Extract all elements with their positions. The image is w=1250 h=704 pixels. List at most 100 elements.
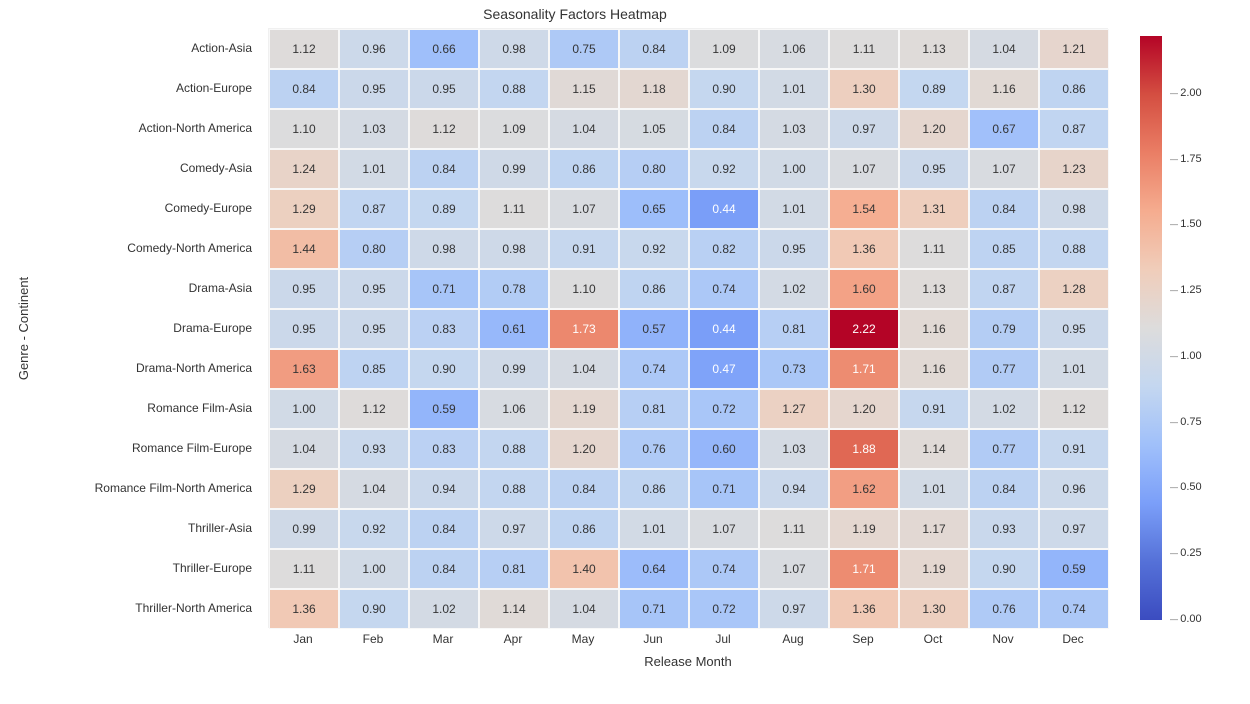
heatmap-cell: 0.95 [1039, 309, 1109, 349]
heatmap-cell: 0.83 [409, 309, 479, 349]
heatmap-cell: 1.13 [899, 269, 969, 309]
heatmap-cell: 1.88 [829, 429, 899, 469]
heatmap-cell: 1.01 [1039, 349, 1109, 389]
y-tick-label: Thriller-Europe [0, 548, 262, 588]
x-tick-label: May [548, 632, 618, 652]
heatmap-cell: 0.90 [339, 589, 409, 629]
heatmap-cell: 0.91 [1039, 429, 1109, 469]
heatmap-cell: 1.01 [759, 69, 829, 109]
heatmap-cell: 0.86 [619, 469, 689, 509]
heatmap-cell: 1.11 [759, 509, 829, 549]
heatmap-cell: 1.07 [549, 189, 619, 229]
heatmap-cell: 0.95 [269, 309, 339, 349]
heatmap-cell: 0.74 [689, 549, 759, 589]
x-tick-label: Jun [618, 632, 688, 652]
heatmap-cell: 0.80 [339, 229, 409, 269]
heatmap-cell: 0.71 [409, 269, 479, 309]
heatmap-cell: 1.20 [829, 389, 899, 429]
heatmap-cell: 1.40 [549, 549, 619, 589]
colorbar-tick-label: 0.25 [1170, 547, 1202, 559]
heatmap-cell: 1.06 [479, 389, 549, 429]
heatmap-cell: 1.71 [829, 549, 899, 589]
colorbar-ticks: 0.000.250.500.751.001.251.501.752.00 [1170, 36, 1230, 620]
heatmap-cell: 1.03 [759, 429, 829, 469]
y-tick-label: Comedy-North America [0, 228, 262, 268]
heatmap-cell: 0.94 [409, 469, 479, 509]
heatmap-cell: 0.74 [1039, 589, 1109, 629]
x-tick-label: Mar [408, 632, 478, 652]
x-tick-label: Aug [758, 632, 828, 652]
colorbar [1140, 36, 1162, 620]
heatmap-cell: 1.30 [899, 589, 969, 629]
heatmap-cell: 1.07 [969, 149, 1039, 189]
heatmap-cell: 0.44 [689, 309, 759, 349]
heatmap-cell: 0.73 [759, 349, 829, 389]
heatmap-cell: 0.88 [479, 429, 549, 469]
y-tick-label: Action-North America [0, 108, 262, 148]
heatmap-cell: 0.98 [409, 229, 479, 269]
heatmap-cell: 1.07 [759, 549, 829, 589]
heatmap-cell: 0.95 [269, 269, 339, 309]
heatmap-cell: 0.88 [479, 69, 549, 109]
heatmap-cell: 1.60 [829, 269, 899, 309]
heatmap-cell: 0.92 [619, 229, 689, 269]
y-tick-label: Drama-Asia [0, 268, 262, 308]
heatmap-cell: 0.85 [339, 349, 409, 389]
heatmap-cell: 0.94 [759, 469, 829, 509]
heatmap-cell: 1.12 [1039, 389, 1109, 429]
heatmap-cell: 0.60 [689, 429, 759, 469]
heatmap-cell: 0.95 [409, 69, 479, 109]
heatmap-cell: 0.86 [549, 149, 619, 189]
colorbar-tick-label: 1.00 [1170, 350, 1202, 362]
heatmap-cell: 0.84 [689, 109, 759, 149]
heatmap-cell: 1.07 [829, 149, 899, 189]
y-tick-label: Comedy-Asia [0, 148, 262, 188]
heatmap-cell: 0.90 [689, 69, 759, 109]
heatmap-cell: 0.97 [479, 509, 549, 549]
x-tick-label: Jan [268, 632, 338, 652]
heatmap-cell: 0.77 [969, 429, 1039, 469]
heatmap-cell: 0.87 [969, 269, 1039, 309]
heatmap-cell: 0.44 [689, 189, 759, 229]
heatmap-cell: 0.92 [339, 509, 409, 549]
heatmap-cell: 1.31 [899, 189, 969, 229]
heatmap-cell: 1.00 [759, 149, 829, 189]
colorbar-tick-label: 1.50 [1170, 218, 1202, 230]
x-tick-label: Nov [968, 632, 1038, 652]
heatmap-cell: 1.00 [339, 549, 409, 589]
heatmap-grid: 1.120.960.660.980.750.841.091.061.111.13… [268, 28, 1108, 628]
y-tick-label: Drama-North America [0, 348, 262, 388]
heatmap-cell: 1.29 [269, 469, 339, 509]
heatmap-cell: 1.02 [759, 269, 829, 309]
heatmap-cell: 1.03 [339, 109, 409, 149]
heatmap-cell: 1.01 [759, 189, 829, 229]
x-tick-label: Jul [688, 632, 758, 652]
heatmap-cell: 0.76 [619, 429, 689, 469]
heatmap-cell: 0.95 [339, 309, 409, 349]
x-tick-label: Apr [478, 632, 548, 652]
heatmap-cell: 0.99 [479, 349, 549, 389]
heatmap-cell: 0.84 [269, 69, 339, 109]
heatmap-cell: 0.67 [969, 109, 1039, 149]
heatmap-cell: 0.90 [969, 549, 1039, 589]
heatmap-cell: 1.16 [969, 69, 1039, 109]
y-tick-label: Drama-Europe [0, 308, 262, 348]
heatmap-cell: 0.91 [549, 229, 619, 269]
heatmap-cell: 1.12 [409, 109, 479, 149]
heatmap-cell: 1.12 [339, 389, 409, 429]
heatmap-cell: 1.71 [829, 349, 899, 389]
x-tick-label: Feb [338, 632, 408, 652]
heatmap-cell: 0.57 [619, 309, 689, 349]
heatmap-cell: 1.07 [689, 509, 759, 549]
heatmap-cell: 1.05 [619, 109, 689, 149]
heatmap-cell: 1.19 [899, 549, 969, 589]
heatmap-cell: 1.11 [829, 29, 899, 69]
heatmap-cell: 1.10 [269, 109, 339, 149]
heatmap-cell: 0.74 [619, 349, 689, 389]
heatmap-cell: 0.81 [479, 549, 549, 589]
heatmap-cell: 0.91 [899, 389, 969, 429]
heatmap-cell: 1.54 [829, 189, 899, 229]
x-tick-label: Dec [1038, 632, 1108, 652]
heatmap-cell: 2.22 [829, 309, 899, 349]
heatmap-cell: 1.16 [899, 309, 969, 349]
